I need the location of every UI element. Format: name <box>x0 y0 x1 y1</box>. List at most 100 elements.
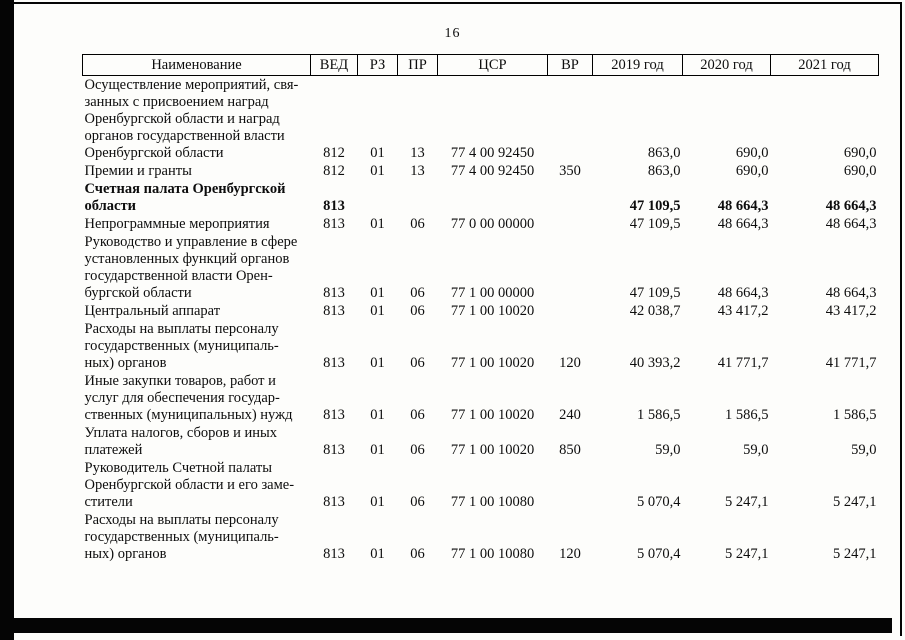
cell-vr <box>548 76 593 163</box>
cell-ved: 812 <box>323 163 345 179</box>
cell-pr: 06 <box>410 216 425 232</box>
cell-ved: 812 <box>323 145 345 161</box>
cell-rz: 01 <box>370 303 385 319</box>
cell-vr: 350 <box>559 163 581 179</box>
cell-csr: 77 4 00 92450 <box>450 163 535 179</box>
table-row: Премии и гранты 812 01 13 77 4 00 92450 350 86… <box>83 162 879 180</box>
cell-ved: 813 <box>323 216 345 232</box>
column-header-vr: ВР <box>547 54 593 76</box>
table-row: Расходы на выплаты персоналу государстве… <box>83 320 879 372</box>
cell-ved: 813 <box>323 407 345 423</box>
table-row: Осуществление мероприятий, свя- занных с… <box>83 76 879 163</box>
cell-y2021: 690,0 <box>843 145 877 161</box>
cell-pr: 06 <box>410 303 425 319</box>
cell-vr <box>548 302 593 320</box>
cell-y2021: 48 664,3 <box>825 216 877 232</box>
cell-rz: 01 <box>370 216 385 232</box>
cell-csr <box>438 180 548 215</box>
cell-y2021: 1 586,5 <box>833 407 877 423</box>
cell-y2021: 43 417,2 <box>825 303 877 319</box>
table-row: Иные закупки товаров, работ и услуг для … <box>83 372 879 424</box>
cell-y2021: 5 247,1 <box>833 546 877 562</box>
cell-y2019: 863,0 <box>647 145 681 161</box>
cell-csr: 77 4 00 92450 <box>450 145 535 161</box>
cell-ved: 813 <box>323 198 345 214</box>
cell-y2020: 48 664,3 <box>717 216 769 232</box>
cell-name: Расходы на выплаты персоналу государстве… <box>84 321 279 371</box>
cell-y2019: 47 109,5 <box>629 285 681 301</box>
cell-ved: 813 <box>323 442 345 458</box>
column-header-name: Наименование <box>82 54 311 76</box>
cell-pr: 13 <box>410 163 425 179</box>
cell-rz: 01 <box>370 407 385 423</box>
cell-vr: 850 <box>559 442 581 458</box>
table-row: Непрограммные мероприятия 813 01 06 77 0 00 … <box>83 215 879 233</box>
scan-artifact-left-bar <box>0 0 14 640</box>
cell-rz: 01 <box>370 145 385 161</box>
cell-rz: 01 <box>370 355 385 371</box>
cell-vr: 120 <box>559 546 581 562</box>
cell-y2019: 47 109,5 <box>629 198 681 214</box>
cell-csr: 77 1 00 10080 <box>450 546 535 562</box>
budget-table-body: Осуществление мероприятий, свя- занных с… <box>83 76 879 564</box>
cell-y2019: 47 109,5 <box>629 216 681 232</box>
cell-y2021: 5 247,1 <box>833 494 877 510</box>
page-number: 16 <box>444 26 461 41</box>
cell-y2020: 1 586,5 <box>725 407 769 423</box>
cell-vr <box>548 215 593 233</box>
cell-rz <box>358 180 398 215</box>
scan-artifact-top-line <box>14 2 902 4</box>
cell-pr <box>398 180 438 215</box>
cell-y2021: 48 664,3 <box>825 198 877 214</box>
cell-y2019: 863,0 <box>647 163 681 179</box>
cell-csr: 77 1 00 00000 <box>450 285 535 301</box>
cell-name: Уплата налогов, сборов и иных платежей <box>84 425 277 458</box>
column-header-2019: 2019 год <box>592 54 683 76</box>
table-row: Счетная палата Оренбургской области 813 47… <box>83 180 879 215</box>
cell-pr: 06 <box>410 546 425 562</box>
cell-vr <box>548 180 593 215</box>
cell-vr <box>548 233 593 302</box>
cell-ved: 813 <box>323 285 345 301</box>
cell-y2020: 41 771,7 <box>717 355 769 371</box>
cell-csr: 77 1 00 10020 <box>450 407 535 423</box>
scan-artifact-bottom-bar <box>9 618 892 633</box>
cell-y2019: 40 393,2 <box>629 355 681 371</box>
cell-name: Премии и гранты <box>84 163 192 179</box>
cell-y2021: 690,0 <box>843 163 877 179</box>
column-header-csr: ЦСР <box>437 54 548 76</box>
cell-y2021: 48 664,3 <box>825 285 877 301</box>
cell-name: Иные закупки товаров, работ и услуг для … <box>84 373 293 423</box>
cell-y2020: 59,0 <box>743 442 769 458</box>
cell-y2019: 5 070,4 <box>637 546 681 562</box>
cell-y2020: 690,0 <box>735 163 769 179</box>
cell-rz: 01 <box>370 494 385 510</box>
cell-rz: 01 <box>370 442 385 458</box>
cell-pr: 06 <box>410 407 425 423</box>
cell-y2020: 43 417,2 <box>717 303 769 319</box>
cell-y2019: 5 070,4 <box>637 494 681 510</box>
cell-y2019: 1 586,5 <box>637 407 681 423</box>
column-header-rz: РЗ <box>357 54 398 76</box>
cell-csr: 77 0 00 00000 <box>450 216 535 232</box>
table-row: Руководитель Счетной палаты Оренбургской… <box>83 459 879 511</box>
cell-y2019: 59,0 <box>655 442 681 458</box>
cell-y2021: 59,0 <box>851 442 877 458</box>
cell-y2020: 5 247,1 <box>725 494 769 510</box>
cell-y2019: 42 038,7 <box>629 303 681 319</box>
cell-pr: 06 <box>410 494 425 510</box>
cell-name: Непрограммные мероприятия <box>84 216 270 232</box>
cell-y2021: 41 771,7 <box>825 355 877 371</box>
column-header-2020: 2020 год <box>682 54 771 76</box>
cell-vr: 240 <box>559 407 581 423</box>
table-row: Уплата налогов, сборов и иных платежей 81… <box>83 424 879 459</box>
cell-pr: 06 <box>410 285 425 301</box>
cell-name: Осуществление мероприятий, свя- занных с… <box>84 77 299 161</box>
table-row: Руководство и управление в сфере установ… <box>83 233 879 302</box>
cell-pr: 06 <box>410 355 425 371</box>
cell-csr: 77 1 00 10020 <box>450 303 535 319</box>
cell-y2020: 5 247,1 <box>725 546 769 562</box>
cell-y2020: 48 664,3 <box>717 198 769 214</box>
cell-name: Центральный аппарат <box>84 303 221 319</box>
